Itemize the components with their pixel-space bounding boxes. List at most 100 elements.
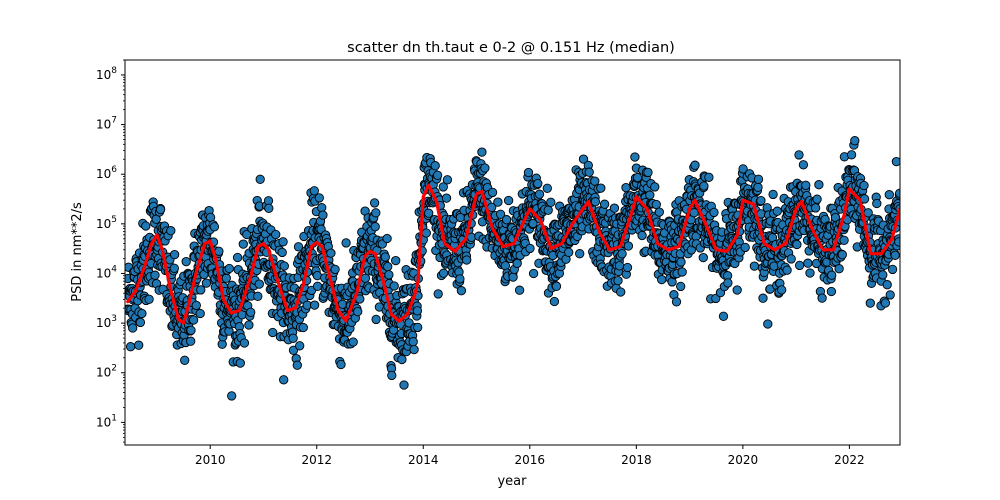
scatter-point [772,206,782,216]
scatter-point [442,175,453,185]
scatter-point [493,197,503,207]
y-tick-label: 108 [96,66,117,82]
scatter-point [740,242,750,253]
scatter-point [533,178,543,189]
scatter-point [371,314,381,325]
scatter-point [846,150,857,160]
scatter-point [884,190,894,200]
scatter-point [890,250,900,260]
scatter-point [201,278,212,288]
median-line [126,183,900,325]
scatter-point [242,229,252,240]
scatter-point [792,239,802,250]
x-tick-label: 2010 [195,453,226,467]
scatter-point [264,203,274,213]
scatter-point [279,375,289,385]
y-tick-label: 107 [96,116,117,132]
scatter-point [288,333,298,343]
scatter-point [288,345,299,355]
scatter-point [690,160,700,170]
scatter-point [501,215,512,225]
scatter-point [196,285,206,295]
scatter-point [254,279,264,289]
scatter-point [438,182,448,192]
scatter-point [590,176,600,186]
scatter-point [238,239,248,249]
scatter-point [891,156,900,167]
scatter-point [125,342,136,352]
scatter-point [651,199,661,210]
scatter-point [758,293,768,303]
y-axis: 101 102 103 104 105 106 107 108 [96,59,125,443]
scatter-point [798,160,809,170]
x-tick-label: 2018 [621,453,652,467]
scatter-point [480,163,490,173]
scatter-point [650,182,660,192]
scatter-point [528,218,538,229]
scatter-point [801,180,811,190]
x-tick-label: 2014 [408,453,439,467]
scatter-point [195,308,205,319]
scatter-point [268,327,278,338]
median-line-layer [126,183,900,325]
scatter-point [244,320,254,330]
scatter-point [698,252,708,263]
scatter-point [432,170,443,180]
chart-title: scatter dn th.taut e 0-2 @ 0.151 Hz (med… [347,40,675,56]
scatter-point [209,222,220,232]
y-tick-label: 102 [96,364,117,380]
scatter-point [645,190,655,200]
scatter-point [438,268,449,278]
scatter-point [295,341,305,351]
scatter-point [186,336,196,346]
scatter-point [277,247,287,258]
scatter-point [528,268,539,279]
scatter-point [309,300,320,310]
scatter-point [278,237,288,247]
scatter-point [630,152,640,162]
scatter-point [622,262,633,273]
scatter-point [894,237,900,247]
scatter-point [887,264,898,275]
scatter-point [542,183,552,193]
scatter-point [150,270,160,280]
y-tick-label: 103 [96,314,117,330]
scatter-point [543,205,553,215]
scatter-point [723,278,733,288]
scatter-point [370,222,380,232]
scatter-point [232,252,243,263]
scatter-point [637,230,647,241]
scatter-point [677,267,687,277]
scatter-point [239,338,250,348]
scatter-point [137,308,147,319]
y-tick-label: 106 [96,165,117,181]
scatter-point [495,209,506,219]
scatter-point [430,161,440,171]
scatter-point [293,242,304,252]
y-tick-label: 101 [96,413,117,429]
scatter-point [371,208,381,218]
scatter-point [704,172,714,182]
scatter-point [389,281,399,291]
scatter-point [753,182,763,192]
scatter-point [312,281,323,291]
scatter-point [421,228,431,238]
scatter-point [859,180,869,191]
scatter-point [643,167,653,178]
scatter-point [753,174,764,184]
scatter-point [246,307,256,317]
scatter-point [872,198,882,209]
scatter-point [814,180,824,190]
scatter-point [224,263,234,274]
y-axis-label: PSD in nm**2/s [70,202,85,302]
scatter-point [399,380,409,390]
scatter-point [134,340,144,350]
x-tick-label: 2022 [834,453,865,467]
scatter-point [227,391,237,401]
scatter-point [768,189,778,200]
scatter-point [318,210,328,220]
scatter-point [616,287,626,297]
scatter-point [632,172,643,183]
scatter-point [782,265,792,275]
